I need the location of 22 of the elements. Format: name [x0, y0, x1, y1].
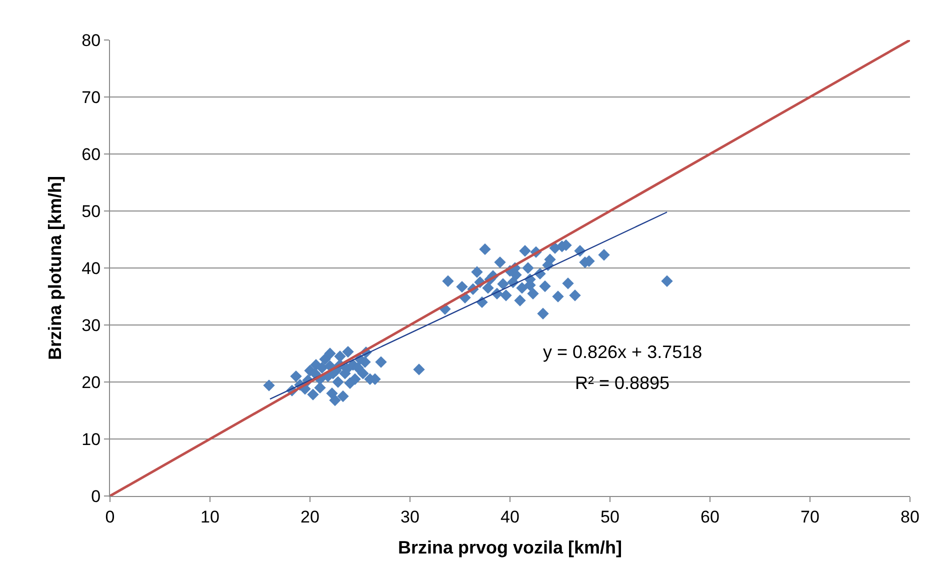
x-tick-label: 80 [900, 507, 920, 526]
x-tick-label: 70 [800, 507, 820, 526]
y-tick-label: 40 [82, 258, 101, 278]
x-tick-label: 30 [400, 507, 420, 526]
y-tick-label: 10 [82, 430, 101, 449]
y-tick-label: 60 [82, 144, 101, 164]
y-tick-label: 30 [82, 316, 101, 335]
y-axis-title: Brzina plotuna [km/h] [44, 176, 65, 360]
x-tick-label: 10 [200, 507, 220, 526]
x-tick-label: 60 [700, 507, 720, 526]
x-tick-label: 0 [105, 507, 115, 526]
y-tick-label: 70 [82, 88, 101, 107]
y-tick-label: 50 [82, 202, 101, 221]
y-tick-label: 20 [82, 372, 101, 392]
x-tick-label: 40 [500, 507, 520, 526]
y-tick-label: 0 [91, 486, 101, 506]
annotation: R² = 0.8895 [575, 373, 670, 393]
x-tick-label: 50 [600, 507, 620, 526]
y-tick-label: 80 [82, 30, 101, 50]
annotation: y = 0.826x + 3.7518 [543, 342, 702, 362]
x-axis-title: Brzina prvog vozila [km/h] [398, 538, 622, 558]
x-tick-label: 20 [300, 507, 320, 526]
